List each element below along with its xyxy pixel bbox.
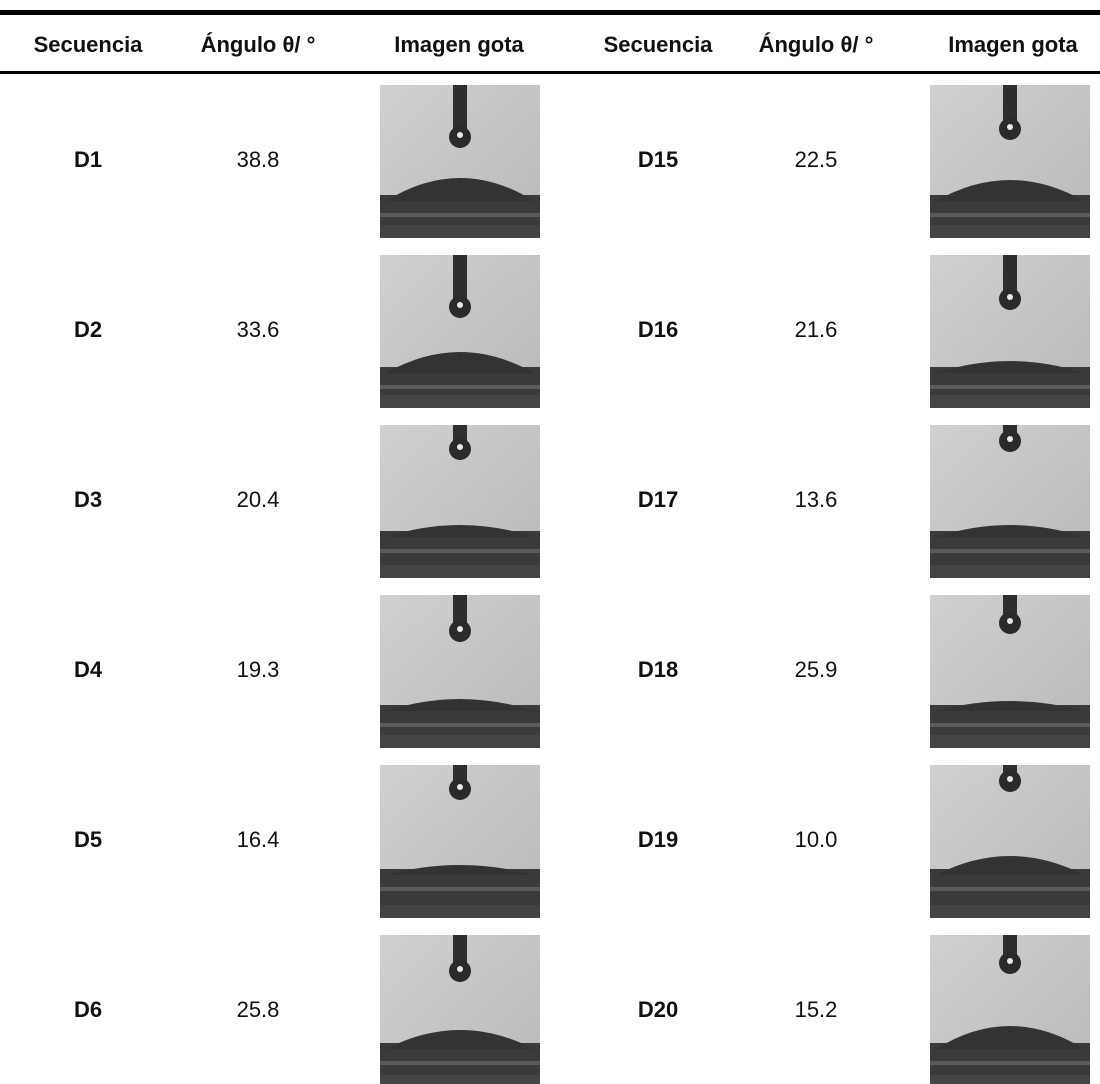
sequence-label: D6 xyxy=(73,997,103,1022)
column-header: Imagen gota xyxy=(394,32,524,57)
drop-image xyxy=(380,935,540,1084)
angle-value: 16.4 xyxy=(236,827,280,852)
sequence-label: D20 xyxy=(637,997,679,1022)
drop-image xyxy=(930,935,1090,1084)
angle-value: 38.8 xyxy=(236,147,280,172)
column-header: Secuencia xyxy=(603,32,713,57)
sequence-label: D19 xyxy=(637,827,679,852)
sequence-label: D1 xyxy=(73,147,103,172)
sequence-label: D4 xyxy=(73,657,103,682)
drop-image xyxy=(380,595,540,748)
column-header: Ángulo θ/ ° xyxy=(758,32,874,57)
sequence-label: D5 xyxy=(73,827,103,852)
angle-value: 25.9 xyxy=(794,657,838,682)
sequence-label: D3 xyxy=(73,487,103,512)
angle-value: 33.6 xyxy=(236,317,280,342)
column-header: Ángulo θ/ ° xyxy=(200,32,316,57)
sequence-label: D18 xyxy=(637,657,679,682)
drop-image xyxy=(930,255,1090,408)
angle-value: 21.6 xyxy=(794,317,838,342)
angle-value: 13.6 xyxy=(794,487,838,512)
drop-image xyxy=(930,85,1090,238)
drop-image xyxy=(380,425,540,578)
column-header: Secuencia xyxy=(33,32,143,57)
header-rule xyxy=(0,71,1100,74)
angle-value: 10.0 xyxy=(794,827,838,852)
drop-image xyxy=(380,255,540,408)
sequence-label: D17 xyxy=(637,487,679,512)
top-rule xyxy=(0,10,1100,15)
angle-value: 22.5 xyxy=(794,147,838,172)
drop-image xyxy=(930,765,1090,918)
angle-value: 15.2 xyxy=(794,997,838,1022)
angle-value: 19.3 xyxy=(236,657,280,682)
sequence-label: D2 xyxy=(73,317,103,342)
angle-value: 20.4 xyxy=(236,487,280,512)
drop-image xyxy=(380,765,540,918)
column-header: Imagen gota xyxy=(948,32,1078,57)
drop-image xyxy=(930,595,1090,748)
drop-image xyxy=(380,85,540,238)
sequence-label: D15 xyxy=(637,147,679,172)
sequence-label: D16 xyxy=(637,317,679,342)
angle-value: 25.8 xyxy=(236,997,280,1022)
drop-image xyxy=(930,425,1090,578)
